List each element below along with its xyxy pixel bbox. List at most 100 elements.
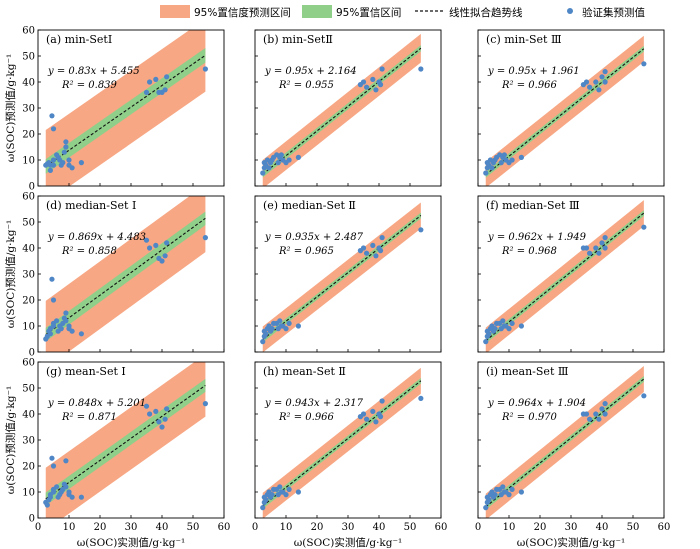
x-tick-label: 30	[565, 522, 578, 533]
data-point	[286, 486, 292, 492]
data-point	[483, 339, 489, 345]
fit-line	[45, 217, 206, 336]
data-point	[492, 492, 498, 498]
fit-line	[262, 380, 422, 507]
data-point	[377, 414, 384, 420]
x-tick-label: 60	[218, 522, 231, 533]
panel-1: (b) min-SetⅡ y = 0.95x + 2.164 R² = 0.955	[254, 29, 442, 187]
data-point	[596, 87, 602, 93]
data-point	[260, 170, 266, 176]
x-tick-label: 60	[435, 522, 448, 533]
data-point	[269, 492, 275, 498]
x-tick-label: 0	[475, 522, 481, 533]
x-axis-label-2: ω(SOC)实测值/g·kg⁻¹	[517, 536, 626, 549]
panel-title: (e) median-Set Ⅱ	[263, 199, 356, 212]
data-point	[587, 84, 593, 90]
y-tick-label: 40	[22, 244, 35, 255]
data-point	[295, 154, 301, 160]
data-point	[78, 160, 84, 166]
data-point	[602, 411, 608, 417]
r-squared: R² = 0.970	[501, 412, 558, 423]
legend-prediction-band-label: 95%置信度预测区间	[194, 6, 291, 19]
y-tick-label: 60	[22, 26, 35, 37]
y-axis-label-1: ω(SOC)预测值/g·kg⁻¹	[4, 220, 17, 329]
data-point	[641, 224, 647, 230]
data-point	[641, 61, 647, 67]
data-point	[364, 84, 370, 90]
panel-2: (c) min-Set Ⅲ y = 0.95x + 1.961 R² = 0.966	[477, 29, 665, 187]
x-tick-label: 10	[503, 522, 516, 533]
panel-8: 0 10 20 30 40 50 60 (i) mean-Set Ⅲ y = 0.964x + …	[475, 361, 671, 533]
panel-title: (h) mean-Set Ⅱ	[263, 365, 346, 378]
panel-title: (d) median-Set Ⅰ	[46, 199, 136, 212]
fit-equation: y = 0.962x + 1.949	[487, 232, 587, 243]
data-point	[147, 411, 153, 417]
y-tick-label: 30	[22, 270, 35, 281]
data-point	[58, 326, 64, 332]
data-point	[483, 170, 489, 176]
data-point	[69, 494, 75, 500]
data-point	[593, 411, 599, 417]
data-point	[370, 408, 376, 414]
data-point	[418, 227, 424, 233]
data-point	[277, 318, 283, 324]
data-point	[486, 331, 492, 337]
data-point	[360, 245, 367, 251]
data-point	[286, 320, 292, 326]
x-tick-label: 40	[156, 522, 169, 533]
panel-title: (g) mean-Set Ⅰ	[46, 365, 126, 378]
data-point	[486, 497, 492, 503]
data-point	[78, 331, 84, 337]
data-point	[143, 403, 150, 409]
x-tick-label: 40	[596, 522, 609, 533]
data-point	[364, 250, 370, 256]
fit-line	[262, 215, 422, 340]
r-squared: R² = 0.966	[501, 80, 558, 91]
data-point	[483, 505, 489, 511]
y-tick-label: 50	[22, 384, 35, 395]
x-tick-label: 10	[63, 522, 76, 533]
r-squared: R² = 0.968	[501, 246, 557, 257]
data-point	[260, 339, 266, 345]
panel-4: (e) median-Set Ⅱ y = 0.935x + 2.487 R² = 0…	[254, 195, 442, 353]
data-point	[377, 248, 384, 254]
data-point	[509, 320, 515, 326]
data-point	[69, 165, 75, 171]
x-axis-label-1: ω(SOC)实测值/g·kg⁻¹	[294, 536, 403, 549]
data-point	[518, 323, 525, 329]
data-point	[50, 297, 57, 303]
data-point	[587, 416, 593, 422]
y-tick-label: 40	[22, 410, 35, 421]
data-point	[47, 331, 54, 337]
data-point	[278, 152, 284, 158]
x-tick-label: 60	[658, 522, 671, 533]
x-tick-label: 20	[94, 522, 107, 533]
data-point	[63, 318, 69, 324]
data-point	[69, 328, 75, 334]
panel-title: (a) min-SetⅠ	[46, 33, 112, 46]
data-point	[518, 489, 525, 495]
y-tick-label: 20	[22, 462, 35, 473]
data-point	[295, 489, 301, 495]
fit-line	[485, 48, 645, 176]
y-tick-label: 0	[29, 182, 35, 193]
legend: 95%置信度预测区间 95%置信区间 线性拟合趋势线 验证集预测值	[160, 5, 645, 19]
r-squared: R² = 0.839	[61, 80, 118, 91]
data-point	[153, 408, 159, 414]
data-point	[164, 74, 170, 80]
data-point	[593, 245, 599, 251]
data-point	[143, 89, 150, 95]
data-point	[60, 160, 66, 166]
data-point	[49, 276, 55, 282]
data-point	[50, 162, 57, 168]
data-point	[509, 486, 515, 492]
y-tick-label: 20	[22, 296, 35, 307]
data-point	[492, 326, 498, 332]
x-tick-label: 30	[342, 522, 355, 533]
data-point	[360, 79, 367, 85]
panel-title: (i) mean-Set Ⅲ	[486, 365, 568, 378]
data-point	[54, 484, 60, 490]
data-point	[583, 411, 590, 417]
data-point	[50, 157, 57, 163]
